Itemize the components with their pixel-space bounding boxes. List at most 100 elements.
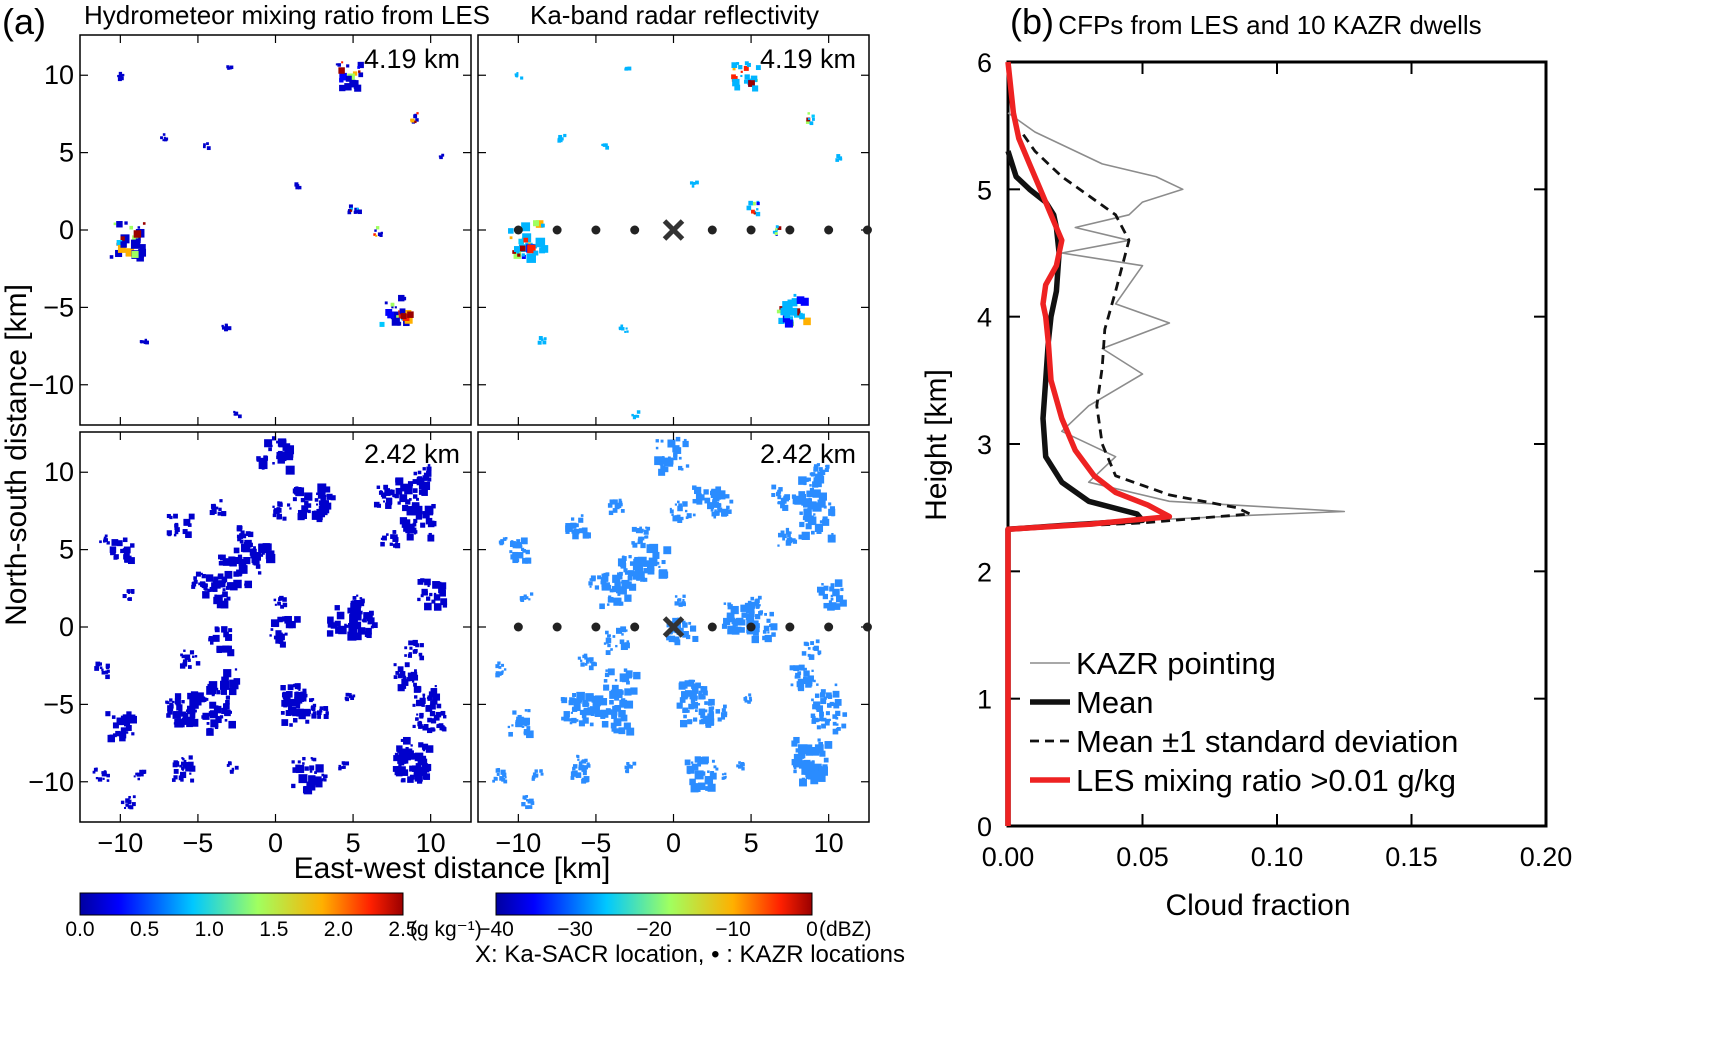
- kasacr-location-x: [662, 616, 685, 638]
- cloud-pixel: [274, 603, 277, 606]
- cloud-pixel: [304, 766, 309, 771]
- cloud-pixel: [418, 652, 423, 657]
- cloud-pixel: [205, 697, 209, 701]
- cloud-pixel: [749, 601, 756, 608]
- cloud-pixel: [813, 479, 818, 485]
- cloud-pixel: [111, 715, 116, 719]
- cloud-pixel: [395, 487, 403, 495]
- cloud-pixel: [351, 605, 354, 609]
- cloud-pixel: [817, 650, 822, 655]
- cloud-pixel: [97, 777, 103, 782]
- cloud-pixel: [640, 531, 643, 534]
- cloud-pixel: [780, 307, 788, 316]
- cloud-pixel: [638, 569, 643, 574]
- panel-a-ylabel: North-south distance [km]: [0, 284, 33, 626]
- panel-b-frame: [1006, 60, 1548, 828]
- cloud-pixel: [295, 764, 301, 770]
- cloud-pixel: [798, 534, 804, 540]
- cloud-pixel: [338, 766, 342, 771]
- cloud-pixel: [412, 703, 416, 707]
- cloud-pixel: [683, 714, 687, 719]
- altitude-label-lower-left: 2.42 km: [364, 439, 460, 469]
- cloud-pixel: [342, 765, 346, 769]
- cloud-pixel: [579, 709, 586, 715]
- cloud-pixel: [404, 485, 413, 495]
- cloud-pixel: [803, 670, 810, 677]
- cloud-pixel: [397, 501, 401, 505]
- cloud-pixel: [527, 709, 531, 713]
- cloud-pixel: [162, 139, 165, 142]
- cloud-pixel: [416, 497, 419, 501]
- colorbar-tick-label: −20: [636, 918, 672, 941]
- cloud-pixel: [350, 696, 355, 700]
- cloud-pixel: [531, 775, 536, 780]
- cloud-pixel: [700, 713, 705, 719]
- cloud-pixel: [426, 466, 432, 472]
- cloud-pixel: [361, 619, 365, 622]
- cloud-pixel: [407, 510, 412, 515]
- cloud-pixel: [634, 557, 641, 564]
- cloud-pixel: [206, 722, 210, 725]
- cloud-pixel: [184, 764, 188, 768]
- cloud-pixel: [215, 687, 219, 691]
- cloud-pixel: [189, 772, 192, 775]
- cloud-pixel: [345, 624, 349, 628]
- cloud-pixel: [739, 763, 744, 768]
- cloud-pixel: [358, 70, 361, 73]
- cloud-pixel: [201, 697, 207, 702]
- cloud-pixel: [526, 798, 529, 802]
- cloud-pixel: [225, 633, 233, 641]
- cloud-pixel: [124, 720, 131, 727]
- cloud-pixel: [769, 624, 773, 628]
- cloud-pixel: [689, 625, 697, 632]
- cloud-pixel: [102, 777, 105, 780]
- cloud-pixel: [239, 539, 244, 544]
- cloud-pixel: [805, 642, 810, 647]
- cloud-pixel: [213, 596, 221, 605]
- cloud-pixel: [721, 623, 728, 629]
- cloud-pixel: [368, 610, 374, 616]
- cloud-pixel: [176, 719, 181, 724]
- cloud-pixel: [710, 508, 714, 512]
- cloud-pixel: [609, 699, 614, 705]
- cloud-pixel: [222, 645, 230, 653]
- cloud-pixel: [516, 250, 520, 254]
- cloud-pixel: [515, 720, 523, 728]
- x-tick-label: 0.20: [1520, 842, 1573, 872]
- cloud-pixel: [620, 581, 624, 584]
- cloud-pixel: [113, 555, 118, 560]
- cloud-pixel: [818, 774, 826, 782]
- cloud-pixel: [816, 683, 819, 686]
- cloud-pixel: [517, 714, 522, 720]
- series-line-3: [1005, 61, 1173, 826]
- cloud-pixel: [306, 709, 311, 714]
- cloud-pixel: [682, 599, 685, 602]
- cloud-pixel: [182, 661, 188, 667]
- cloud-pixel: [137, 226, 141, 229]
- cloud-pixel: [142, 222, 146, 225]
- cloud-pixel: [806, 490, 813, 498]
- cloud-pixel: [509, 550, 513, 554]
- cloud-pixel: [207, 588, 211, 593]
- cloud-pixel: [640, 528, 644, 532]
- cloud-pixel: [826, 694, 831, 698]
- cloud-pixel: [421, 588, 428, 596]
- cloud-pixel: [597, 575, 602, 580]
- cloud-pixel: [777, 489, 782, 494]
- cloud-pixel: [831, 602, 837, 608]
- cloud-pixel: [393, 663, 397, 667]
- cloud-pixel: [266, 553, 276, 564]
- cloud-pixel: [835, 716, 839, 720]
- cloud-pixel: [698, 690, 702, 694]
- cloud-pixel: [209, 710, 218, 719]
- cloud-pixel: [280, 604, 285, 609]
- cloud-pixel: [809, 121, 814, 126]
- cloud-pixel: [578, 528, 584, 534]
- cloud-pixel: [712, 497, 718, 502]
- cloud-pixel: [811, 515, 814, 519]
- cloud-pixel: [794, 770, 797, 773]
- cloud-pixel: [806, 744, 813, 750]
- cloud-pixel: [813, 477, 818, 481]
- cloud-pixel: [283, 703, 288, 708]
